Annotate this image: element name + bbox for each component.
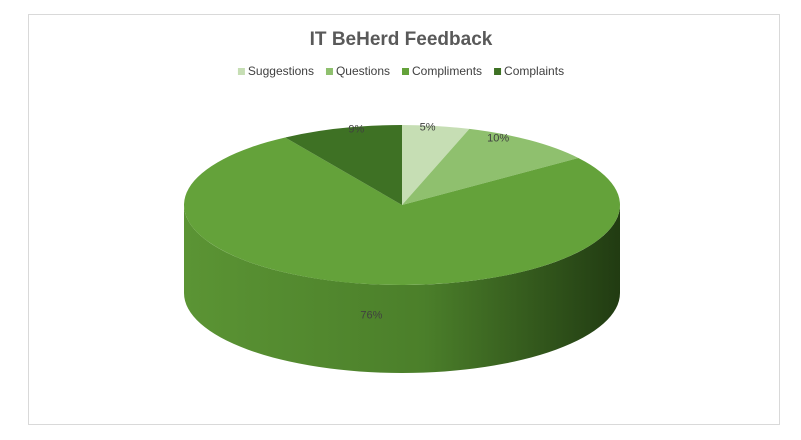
legend-swatch: [402, 68, 410, 75]
legend-label[interactable]: Suggestions: [248, 64, 314, 78]
slice: [402, 128, 579, 205]
legend-swatch: [494, 68, 502, 75]
legend-swatch: [325, 68, 333, 75]
data-label: 5%: [420, 122, 436, 134]
slice: [402, 125, 470, 205]
legend-label[interactable]: Complaints: [504, 64, 564, 78]
data-label: 9%: [348, 123, 364, 135]
chart-title: IT BeHerd Feedback: [310, 29, 493, 50]
legend-label[interactable]: Compliments: [412, 64, 482, 78]
legend: Suggestions Questions Compliments Complaint…: [237, 64, 564, 78]
slice: [285, 125, 402, 205]
legend-swatch: [237, 68, 245, 75]
slice: [183, 137, 620, 286]
data-label: 76%: [360, 310, 382, 322]
data-label: 10%: [487, 132, 509, 144]
slice-side: [184, 205, 620, 373]
legend-label[interactable]: Questions: [336, 64, 390, 78]
